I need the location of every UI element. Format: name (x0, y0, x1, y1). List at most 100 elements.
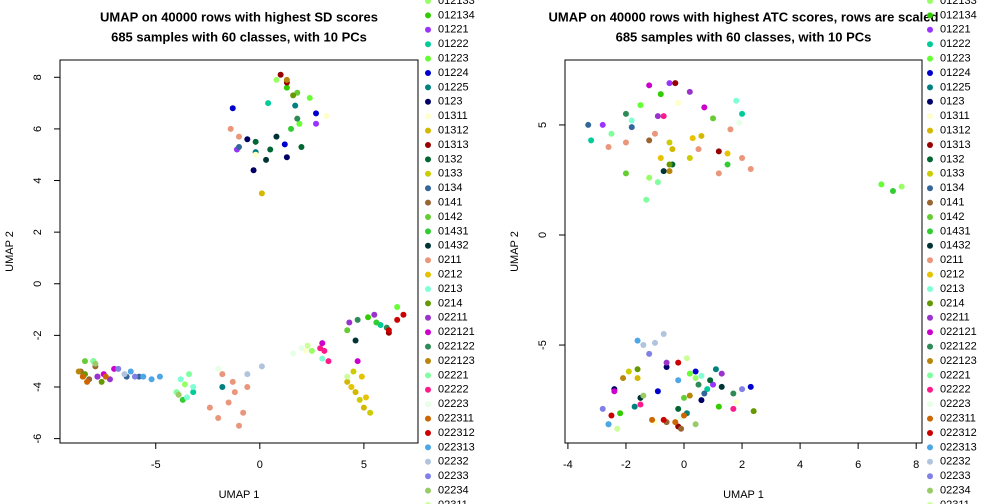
point (148, 376, 155, 383)
point (733, 97, 740, 104)
legend-label: 01223 (438, 53, 469, 65)
legend-marker (425, 430, 431, 436)
point (585, 121, 592, 128)
point (352, 389, 359, 396)
point (675, 377, 682, 384)
point (229, 378, 236, 385)
legend-marker (927, 26, 933, 33)
point (394, 303, 401, 310)
point (710, 381, 717, 388)
legend-marker (927, 0, 933, 4)
point (637, 102, 644, 109)
point (219, 371, 226, 378)
point (625, 368, 632, 375)
legend-marker (927, 84, 933, 91)
point (115, 365, 122, 372)
plot-frame (59, 59, 419, 444)
legend-label: 01222 (438, 38, 469, 50)
point (660, 168, 667, 175)
legend-marker (425, 185, 431, 192)
point (715, 403, 722, 410)
legend-label: 01311 (940, 110, 970, 122)
y-tick-label: -4 (32, 382, 44, 392)
point (739, 154, 746, 161)
y-tick-label: -6 (32, 434, 44, 444)
point (367, 409, 374, 416)
point (686, 392, 693, 399)
legend-label: 01312 (940, 125, 971, 137)
point (190, 389, 197, 396)
point (323, 113, 330, 120)
legend-label: 02233 (438, 470, 469, 482)
legend-marker (927, 142, 933, 148)
legend-label: 0211 (438, 254, 462, 266)
point (733, 399, 740, 406)
legend-marker (927, 372, 933, 379)
point (628, 117, 635, 124)
legend-label: 01223 (940, 53, 971, 65)
legend-label: 022122 (940, 341, 977, 353)
point (622, 110, 629, 117)
point (672, 419, 679, 426)
point (281, 141, 288, 148)
legend-label: 01431 (438, 225, 469, 237)
point (344, 327, 351, 334)
legend-label: 0142 (940, 211, 964, 223)
legend-label: 0134 (940, 182, 964, 194)
point (156, 373, 163, 380)
point (736, 119, 743, 126)
point (878, 181, 885, 188)
point (663, 364, 670, 371)
point (666, 80, 673, 87)
point (646, 350, 653, 357)
legend-label: 01225 (438, 81, 469, 93)
point (692, 368, 699, 375)
point (231, 389, 238, 396)
y-tick-label: 8 (32, 74, 44, 80)
legend-label: 01313 (940, 139, 971, 151)
legend-marker (927, 458, 933, 465)
point (308, 347, 315, 354)
legend-marker (927, 55, 933, 62)
point (190, 383, 197, 390)
point (686, 154, 693, 161)
legend-label: 022121 (940, 326, 977, 338)
point (352, 337, 359, 344)
point (646, 174, 653, 181)
point (622, 139, 629, 146)
point (267, 146, 274, 153)
point (666, 139, 673, 146)
legend-label: 022123 (438, 355, 475, 367)
x-axis-label: UMAP 1 (219, 489, 260, 501)
legend-marker (927, 185, 933, 192)
legend-marker (927, 70, 933, 76)
legend-marker (927, 487, 933, 494)
point (666, 168, 673, 175)
point (724, 161, 731, 168)
point (739, 386, 746, 393)
point (288, 125, 295, 132)
point (400, 311, 407, 318)
point (675, 359, 682, 366)
legend-marker (425, 487, 431, 494)
legend-label: 0211 (940, 254, 964, 266)
legend-label: 0134 (438, 182, 462, 194)
point (730, 390, 737, 397)
point (608, 412, 615, 419)
legend-label: 02233 (940, 470, 971, 482)
point (657, 91, 664, 98)
legend-marker (425, 113, 431, 120)
legend-marker (425, 26, 431, 33)
legend-label: 0123 (940, 96, 964, 108)
legend-marker (927, 228, 933, 235)
point (298, 345, 305, 352)
point (344, 373, 351, 380)
legend-label: 022122 (438, 341, 475, 353)
point (277, 71, 284, 78)
point (244, 136, 251, 143)
x-tick-label: 2 (739, 459, 745, 471)
legend-label: 01311 (438, 110, 468, 122)
point (640, 342, 647, 349)
x-tick-label: -2 (621, 459, 631, 471)
y-axis-label: UMAP 2 (4, 231, 16, 272)
